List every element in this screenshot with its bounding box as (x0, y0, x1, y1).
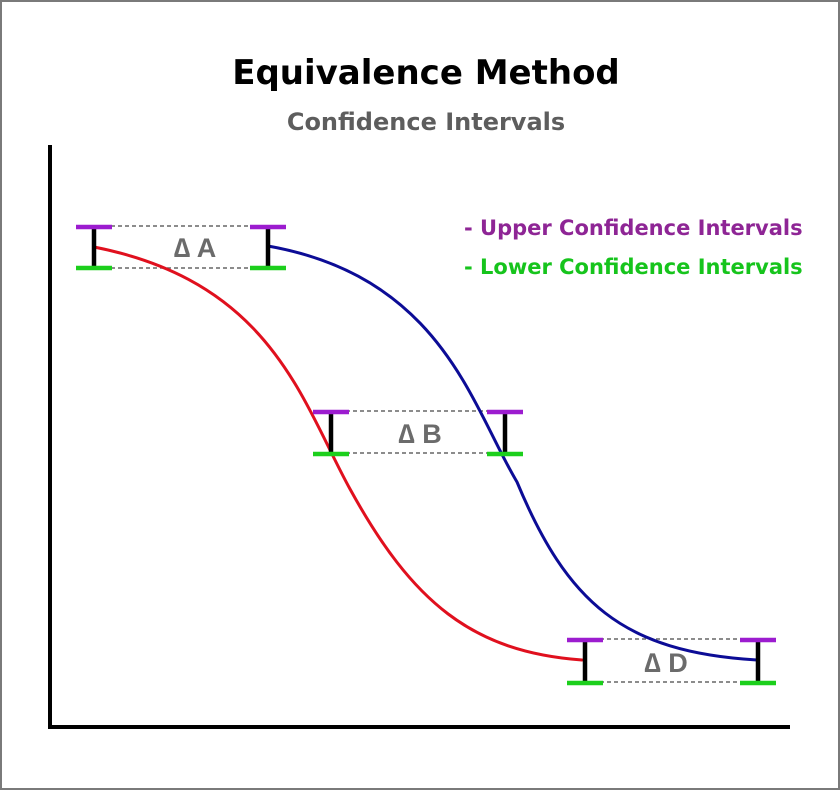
right-response-curve (266, 244, 759, 662)
delta-b-label: ∆ B (398, 419, 442, 449)
interval-band-d (586, 638, 758, 683)
delta-d-label: ∆ D (644, 648, 688, 678)
error-bar-b-left (313, 409, 349, 457)
left-response-curve (92, 245, 584, 662)
legend-upper-label: - Upper Confidence Intervals (464, 216, 803, 240)
error-bar-a-left (76, 224, 112, 271)
error-bar-d-right (740, 637, 776, 686)
error-bar-a-right (250, 224, 286, 271)
page-title: Equivalence Method (232, 53, 620, 93)
error-bar-d-left (567, 637, 603, 686)
page-subtitle: Confidence Intervals (287, 108, 565, 136)
error-bar-b-right (487, 409, 523, 457)
legend-lower-label: - Lower Confidence Intervals (464, 255, 803, 279)
interval-band-b (332, 410, 504, 454)
interval-band-a (97, 225, 267, 269)
delta-a-label: ∆ A (174, 233, 217, 263)
